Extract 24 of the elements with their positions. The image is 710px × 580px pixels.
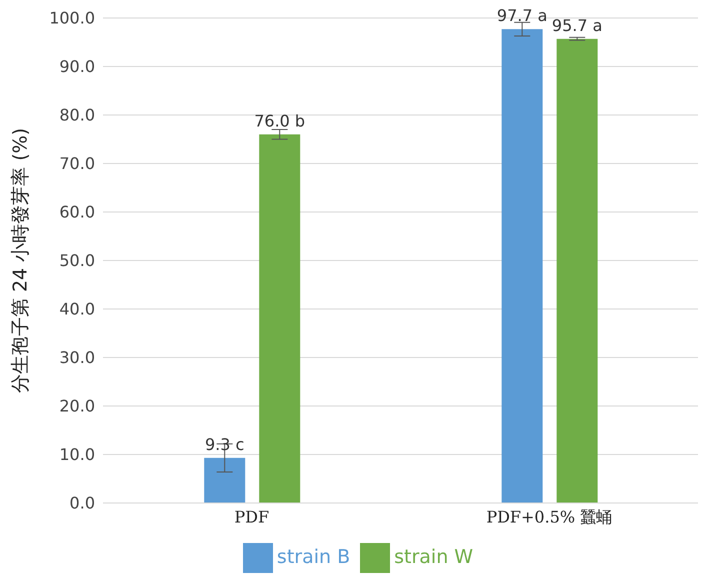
bar: [204, 458, 246, 503]
legend-label: strain W: [394, 546, 474, 568]
data-label: 9.3 c: [204, 434, 244, 454]
y-tick-label: 100.0: [49, 8, 95, 28]
y-tick-label: 30.0: [59, 348, 95, 368]
data-label: 76.0 b: [254, 111, 306, 130]
y-tick-label: 50.0: [59, 251, 95, 270]
bar: [556, 38, 598, 503]
y-tick-label: 0.0: [70, 494, 95, 513]
x-tick-label: PDF: [234, 507, 270, 526]
y-tick-label: 60.0: [59, 202, 95, 222]
legend-label: strain B: [276, 546, 350, 568]
y-tick-label: 80.0: [59, 106, 95, 125]
data-label: 97.7 a: [496, 6, 548, 26]
bar: [502, 29, 543, 503]
y-tick-label: 40.0: [59, 300, 95, 319]
x-tick-label: PDF+0.5% 蠶蛹: [486, 507, 612, 526]
y-axis-title: 分生孢子第 24 小時發芽率 (%): [10, 128, 32, 394]
y-tick-label: 70.0: [59, 154, 95, 174]
y-tick-label: 90.0: [59, 57, 95, 76]
bar: [259, 134, 300, 503]
data-label: 95.7 a: [552, 16, 602, 35]
y-tick-label: 10.0: [59, 445, 95, 464]
y-tick-label: 20.0: [59, 396, 95, 416]
